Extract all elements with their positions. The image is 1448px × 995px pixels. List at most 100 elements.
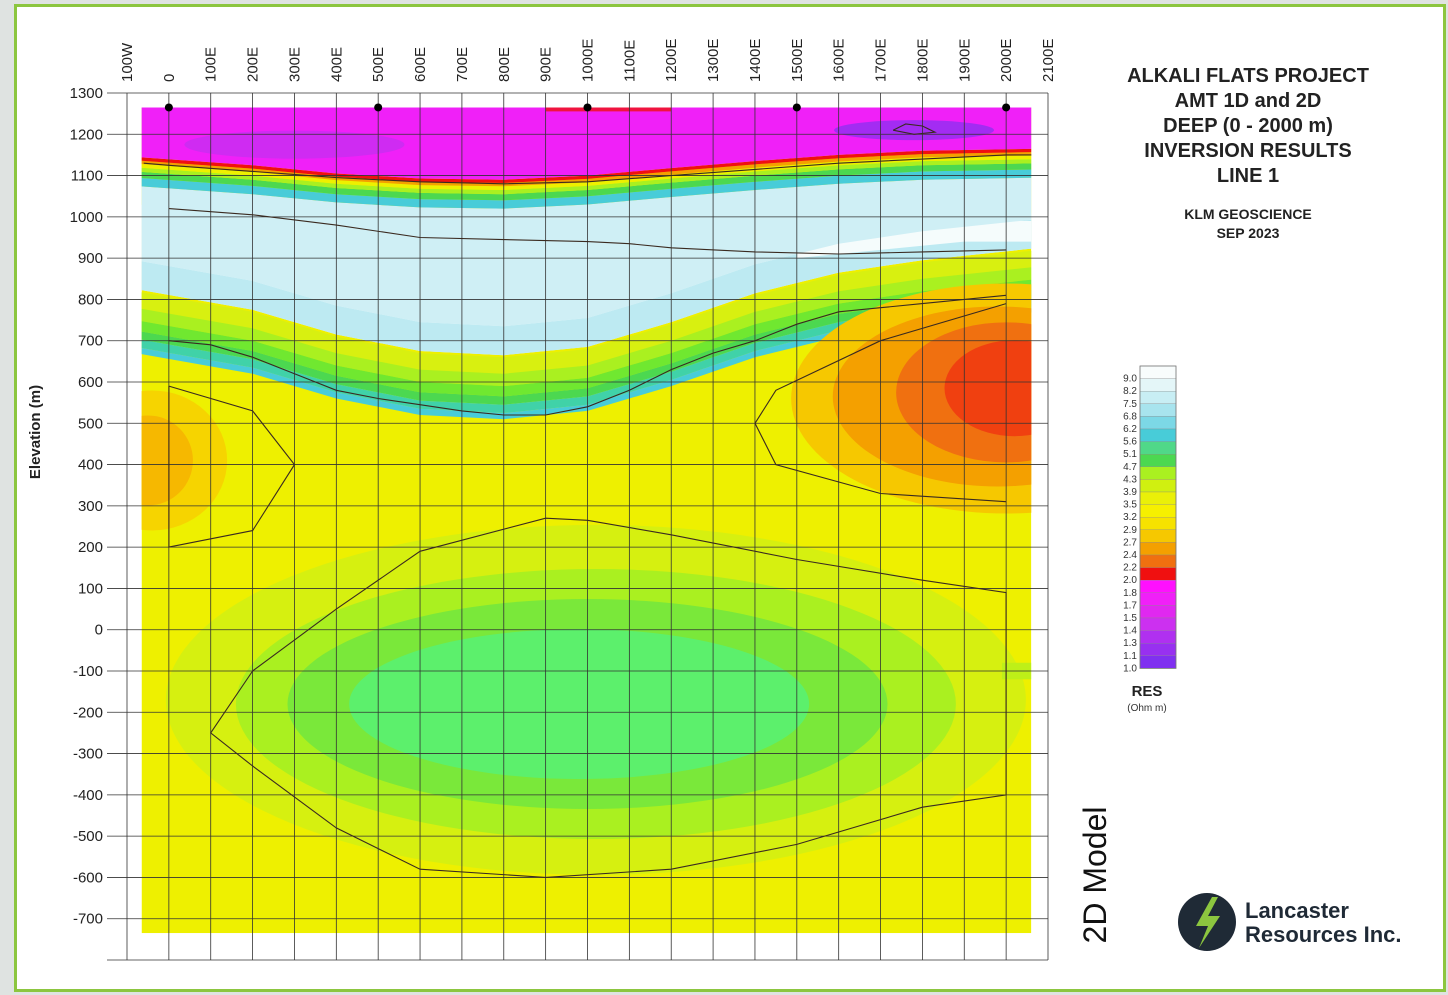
x-tick-label: 1500E bbox=[789, 39, 806, 82]
scale-label: 3.5 bbox=[1123, 500, 1137, 511]
scale-swatch bbox=[1139, 454, 1177, 467]
y-tick-label: 400 bbox=[78, 457, 103, 474]
x-tick-label: 0 bbox=[161, 74, 178, 82]
y-tick-label: 800 bbox=[78, 291, 103, 308]
contour-line-6 bbox=[209, 517, 1007, 878]
x-tick-label: 2000E bbox=[998, 39, 1015, 82]
fill-top-band-0 bbox=[141, 169, 1032, 209]
y-tick-label: 1000 bbox=[70, 209, 103, 226]
scale-label: 7.5 bbox=[1123, 399, 1137, 410]
lancaster-logo: Lancaster Resources Inc. bbox=[1178, 893, 1402, 951]
scale-label: 4.7 bbox=[1123, 462, 1137, 473]
contour-line-0 bbox=[892, 123, 937, 135]
x-tick-label: 100E bbox=[203, 47, 220, 82]
scale-label: 3.2 bbox=[1123, 512, 1137, 523]
x-tick-label: 300E bbox=[286, 47, 303, 82]
y-tick-label: 1100 bbox=[71, 168, 103, 185]
station-marker bbox=[1002, 103, 1011, 112]
y-tick-label: -700 bbox=[73, 911, 103, 928]
x-tick-label: 1100E bbox=[621, 40, 638, 82]
scale-border bbox=[1139, 365, 1177, 669]
scale-label: 1.5 bbox=[1123, 613, 1137, 624]
fill-red-streak bbox=[545, 107, 672, 112]
scale-swatch bbox=[1139, 441, 1177, 455]
scale-label: 6.2 bbox=[1123, 424, 1137, 435]
fill-magenta-layer bbox=[141, 107, 1032, 180]
scale-swatch bbox=[1139, 428, 1177, 442]
y-tick-label: 0 bbox=[95, 622, 103, 639]
scale-swatch bbox=[1139, 605, 1177, 619]
contours bbox=[143, 123, 1032, 878]
chart-title: ALKALI FLATS PROJECT AMT 1D and 2D DEEP … bbox=[1127, 65, 1369, 241]
scale-swatch bbox=[1139, 403, 1177, 417]
scale-label: 1.7 bbox=[1123, 600, 1137, 611]
y-tick-label: 900 bbox=[78, 250, 103, 267]
scale-label: 1.8 bbox=[1123, 588, 1137, 599]
scale-swatch bbox=[1139, 592, 1177, 606]
fill-top-band-3 bbox=[141, 155, 1032, 190]
lightning-bolt-icon bbox=[1196, 897, 1220, 948]
title-line-1: ALKALI FLATS PROJECT bbox=[1127, 65, 1369, 87]
scale-swatch bbox=[1139, 416, 1177, 430]
scale-label: 3.9 bbox=[1123, 487, 1137, 498]
fill-anomaly-core bbox=[944, 340, 1032, 437]
scale-swatch bbox=[1139, 630, 1177, 644]
contour-line-2 bbox=[168, 208, 1007, 255]
y-axis-label: Elevation (m) bbox=[27, 385, 44, 479]
x-tick-label: 500E bbox=[370, 47, 387, 82]
x-tick-label: 100W bbox=[119, 42, 136, 82]
axes: 100W 0 100E 200E 300E 400E 500E 600E 700E 800E 900… bbox=[70, 39, 1057, 928]
x-tick-label: 1900E bbox=[956, 39, 973, 82]
scale-label: 6.8 bbox=[1123, 411, 1137, 422]
fill-deep-core bbox=[349, 629, 810, 780]
scale-swatch bbox=[1139, 567, 1177, 581]
x-tick-label: 1700E bbox=[873, 39, 890, 82]
scale-swatch bbox=[1139, 466, 1177, 480]
fill-band-1 bbox=[141, 267, 1032, 387]
contour-line-1 bbox=[143, 154, 1032, 185]
scale-label: 2.7 bbox=[1123, 537, 1137, 548]
x-tick-label: 400E bbox=[328, 47, 345, 82]
fill-upper-cyan bbox=[141, 177, 1032, 327]
y-tick-label: -200 bbox=[73, 704, 103, 721]
stations bbox=[164, 103, 1011, 112]
scale-label: 1.0 bbox=[1123, 663, 1137, 674]
scale-swatch bbox=[1139, 617, 1177, 631]
scale-swatch bbox=[1139, 580, 1177, 593]
x-tick-label: 1800E bbox=[914, 39, 931, 82]
x-tick-label: 600E bbox=[412, 47, 429, 82]
scale-swatch bbox=[1139, 391, 1177, 404]
y-tick-label: -600 bbox=[73, 869, 103, 886]
scale-swatch bbox=[1139, 378, 1177, 392]
x-tick-label: 1600E bbox=[831, 39, 848, 82]
x-tick-label: 1300E bbox=[705, 39, 722, 82]
x-tick-label: 1000E bbox=[580, 39, 597, 82]
resistivity-fill bbox=[141, 107, 1032, 934]
y-tick-label: -300 bbox=[73, 746, 103, 763]
logo-line-1: Lancaster bbox=[1245, 898, 1349, 923]
title-line-3: DEEP (0 - 2000 m) bbox=[1163, 115, 1333, 137]
logo-line-2: Resources Inc. bbox=[1245, 922, 1402, 947]
station-marker bbox=[164, 103, 173, 112]
title-line-5: LINE 1 bbox=[1217, 165, 1279, 187]
fill-top-band-5 bbox=[141, 148, 1032, 183]
x-tick-label: 1400E bbox=[747, 39, 764, 82]
title-line-2: AMT 1D and 2D bbox=[1175, 90, 1322, 112]
fill-top-band-4 bbox=[141, 152, 1032, 187]
color-scale-unit: (Ohm m) bbox=[1127, 703, 1166, 714]
fill-top-band-2 bbox=[141, 159, 1032, 195]
scale-swatch bbox=[1139, 542, 1177, 556]
scale-swatch bbox=[1139, 643, 1177, 656]
x-tick-label: 2100E bbox=[1040, 39, 1057, 82]
scale-label: 1.1 bbox=[1123, 651, 1137, 662]
y-tick-label: 600 bbox=[78, 374, 103, 391]
scale-swatch bbox=[1139, 491, 1177, 505]
x-tick-label: 200E bbox=[245, 47, 262, 82]
station-marker bbox=[374, 103, 383, 112]
x-tick-label: 1200E bbox=[663, 39, 680, 82]
fill-band-0 bbox=[141, 250, 1032, 374]
scale-label: 8.2 bbox=[1123, 386, 1137, 397]
y-tick-label: 500 bbox=[78, 415, 103, 432]
y-tick-label: -100 bbox=[73, 663, 103, 680]
